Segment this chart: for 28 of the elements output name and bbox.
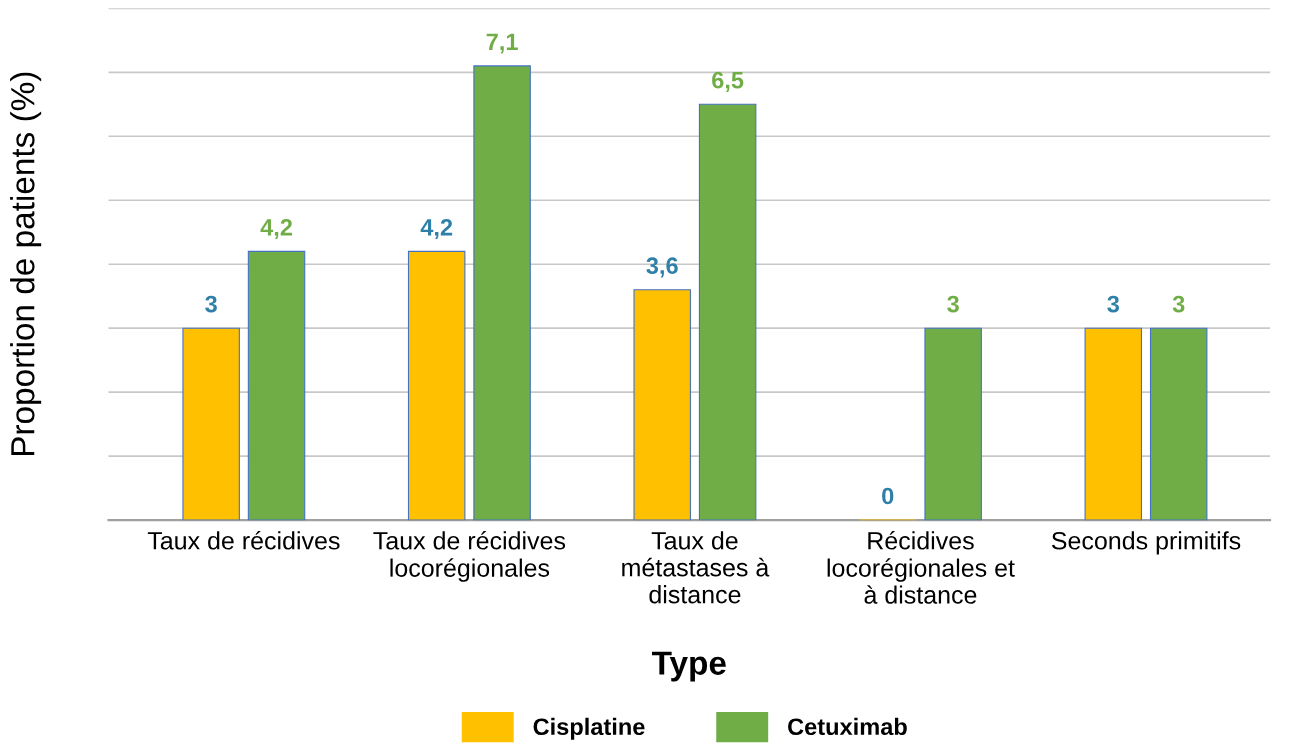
x-tick-label: Taux de récidives locorégionales [373, 530, 566, 582]
data-label: 3 [947, 295, 959, 313]
bar [698, 103, 757, 521]
x-tick-label: Seconds primitifs [1051, 531, 1241, 555]
data-label: 3 [1107, 295, 1119, 313]
data-label: 4,2 [260, 218, 293, 240]
x-tick-label: Taux de récidives [147, 530, 340, 550]
bar [247, 250, 306, 521]
data-label: 3 [1172, 295, 1185, 313]
legend-label: Cisplatine [533, 717, 645, 740]
data-label: 6,5 [712, 71, 744, 92]
data-label: 0 [882, 487, 894, 505]
bar [407, 250, 466, 521]
bar [473, 65, 531, 521]
x-tick-label: Taux de métastases à distance [622, 531, 770, 604]
data-label: 7,1 [486, 33, 518, 54]
bar [1084, 327, 1143, 521]
data-label: 3 [205, 295, 217, 313]
x-axis-title: Type [651, 651, 726, 682]
bar [1149, 327, 1208, 521]
bar [924, 327, 982, 521]
bar [633, 289, 691, 521]
data-label: 3,6 [646, 257, 678, 278]
legend-label: Cetuximab [788, 717, 907, 736]
y-axis-title: Proportion de patients (%) [10, 72, 42, 456]
data-label: 4,2 [420, 218, 453, 240]
x-tick-label: Récidives locorégionales et à distance [827, 530, 1015, 604]
bar [182, 327, 240, 521]
